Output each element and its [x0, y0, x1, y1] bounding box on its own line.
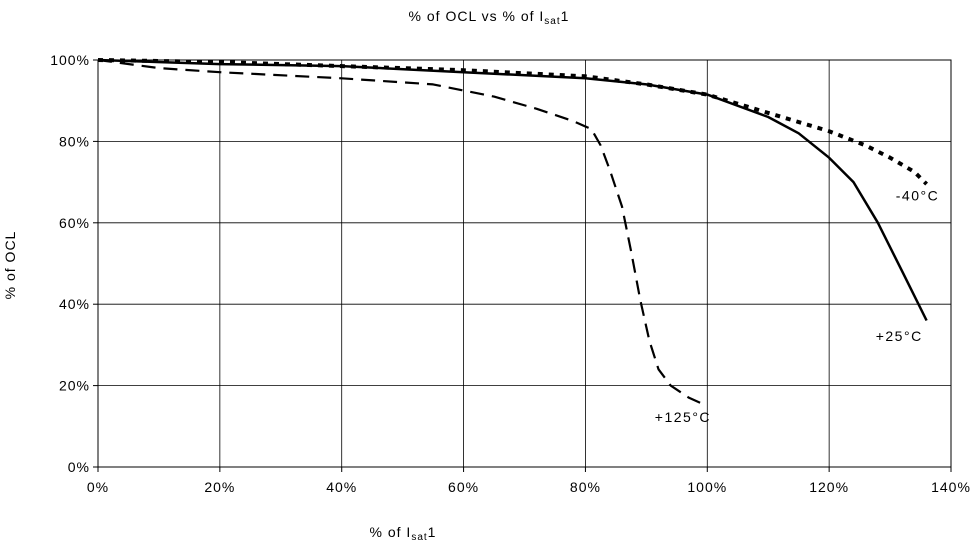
- x-tick-label: 80%: [570, 479, 601, 495]
- x-tick-label: 120%: [809, 479, 849, 495]
- chart-title: % of OCL vs % of Isat1: [408, 8, 570, 27]
- series-line-dotted: [97, 58, 929, 186]
- y-tick-label: 60%: [59, 215, 90, 231]
- x-tick-label: 40%: [326, 479, 357, 495]
- series-line-dashed: [97, 58, 708, 407]
- series-label: +125°C: [655, 409, 711, 425]
- grid-lines: [93, 59, 952, 472]
- series-annotations: -40°C +25°C +125°C: [655, 187, 939, 425]
- y-tick-label: 80%: [59, 133, 90, 149]
- series-label: +25°C: [876, 328, 923, 344]
- series-lines: [97, 58, 929, 407]
- x-tick-label: 100%: [687, 479, 727, 495]
- x-axis-label: % of Isat1: [369, 524, 437, 543]
- x-tick-label: 140%: [931, 479, 971, 495]
- y-tick-label: 100%: [50, 52, 90, 68]
- x-tick-label: 20%: [204, 479, 235, 495]
- series-label: -40°C: [896, 187, 939, 203]
- series-line-solid: [97, 58, 928, 322]
- y-axis-label: % of OCL: [2, 230, 18, 300]
- y-tick-label: 20%: [59, 378, 90, 394]
- x-tick-label: 0%: [87, 479, 109, 495]
- y-tick-label: 0%: [68, 459, 90, 475]
- x-tick-label: 60%: [448, 479, 479, 495]
- y-tick-label: 40%: [59, 296, 90, 312]
- plot-frame: [97, 59, 952, 468]
- tick-labels: 0% 20% 40% 60% 80% 100% 120% 140% 0% 20% 40% 60% 80%…: [50, 52, 971, 495]
